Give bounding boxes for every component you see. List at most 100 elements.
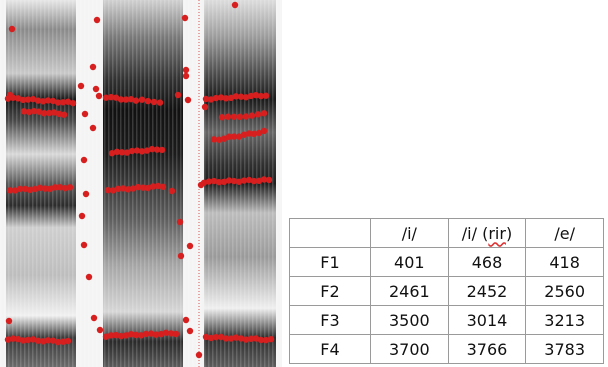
track-dot [60, 111, 68, 118]
track-dot [184, 96, 192, 104]
track-dot [255, 177, 263, 185]
track-dot [260, 110, 268, 117]
track-dot [29, 95, 37, 103]
column-header: /i/ (rir) [447, 218, 527, 248]
track-dot [25, 108, 33, 116]
track-dot [24, 336, 32, 344]
track-dot [34, 337, 42, 344]
track-dot [231, 1, 239, 9]
track-dot [90, 314, 98, 322]
track-dot [11, 187, 19, 194]
track-dot [153, 146, 161, 153]
track-dot [242, 113, 250, 120]
track-dot [172, 330, 180, 338]
track-dot [89, 124, 97, 132]
track-dot [6, 187, 14, 194]
track-dot [132, 331, 140, 339]
table-cell: 3700 [370, 334, 449, 364]
track-dot [210, 136, 218, 143]
track-dot [232, 334, 240, 341]
spectrogram-image [0, 0, 282, 367]
track-dot [66, 184, 74, 191]
track-dot [77, 82, 85, 90]
track-dot [117, 332, 125, 340]
table-cell: 3213 [525, 305, 604, 335]
table-corner [289, 218, 371, 248]
track-dot [225, 133, 233, 140]
track-dot [122, 332, 130, 339]
track-dot [236, 113, 244, 121]
track-dot [14, 335, 22, 343]
track-dot [4, 336, 12, 343]
track-dot [144, 97, 152, 105]
track-dot [230, 113, 238, 120]
table-cell: 468 [447, 247, 527, 277]
track-dot [224, 113, 232, 120]
track-dot [265, 176, 273, 184]
row-label: F2 [289, 276, 371, 306]
track-dot [205, 178, 213, 185]
track-dot [59, 99, 67, 106]
track-dot [242, 94, 250, 101]
track-dot [119, 185, 127, 192]
track-dot [247, 335, 255, 342]
track-dot [118, 149, 126, 156]
track-dot [181, 14, 189, 22]
track-dot [107, 332, 115, 339]
track-dot [217, 94, 225, 101]
track-dot [128, 147, 136, 155]
track-dot [255, 129, 263, 137]
track-dot [51, 184, 59, 191]
track-dot [30, 107, 38, 115]
track-dot [212, 333, 220, 341]
track-dot [250, 177, 258, 185]
track-dot [182, 72, 190, 80]
table-cell: 3766 [447, 334, 527, 364]
track-dot [186, 242, 194, 250]
track-dot [158, 146, 166, 154]
track-dot [35, 108, 43, 115]
track-dot [150, 98, 158, 106]
track-dot [257, 92, 265, 100]
track-dot [34, 97, 42, 104]
track-dot [45, 109, 53, 117]
track-dot [195, 351, 203, 359]
track-dot [202, 333, 210, 341]
track-dot [168, 187, 176, 195]
table-cell: 3014 [447, 305, 527, 335]
track-dot [40, 110, 48, 117]
track-dot [81, 110, 89, 118]
track-dot [162, 329, 170, 336]
track-dot [227, 94, 235, 102]
track-dot [152, 331, 160, 338]
track-dot [242, 336, 250, 343]
track-dot [127, 95, 135, 103]
track-dot [108, 150, 116, 157]
track-dot [46, 185, 54, 193]
track-dot [64, 98, 72, 105]
track-dot [230, 133, 238, 140]
table-cell: 2560 [525, 276, 604, 306]
track-dot [235, 178, 243, 185]
track-dot [245, 176, 253, 184]
table-header-row: /i/ /i/ (rir) /e/ [289, 218, 604, 248]
track-dot [20, 108, 28, 115]
track-dot [139, 184, 147, 191]
track-dot [186, 327, 194, 335]
track-dot [122, 96, 130, 103]
track-dot [250, 130, 258, 138]
table-row: F3 3500 3014 3213 [289, 305, 604, 335]
track-dot [5, 317, 13, 325]
track-dot [157, 330, 165, 338]
track-dot [176, 218, 184, 226]
track-dot [202, 95, 210, 103]
track-dot [49, 337, 57, 344]
track-dot [36, 184, 44, 192]
track-dot [254, 111, 262, 118]
track-dot [222, 335, 230, 342]
track-dot [232, 93, 240, 100]
track-dot [85, 273, 93, 281]
track-dot [207, 334, 215, 342]
track-dot [123, 149, 131, 156]
track-dot [39, 98, 47, 105]
